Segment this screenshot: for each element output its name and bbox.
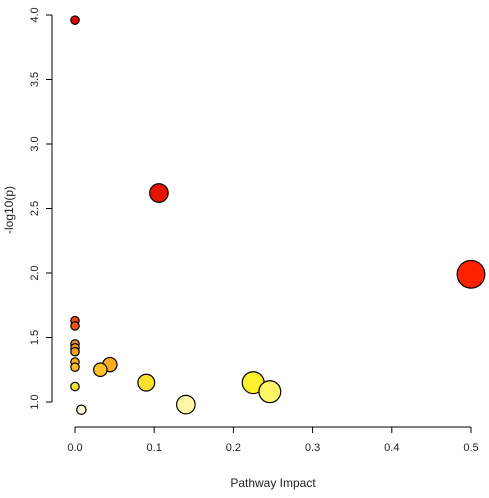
y-tick-label: 4.0: [29, 7, 41, 22]
data-point: [149, 183, 169, 203]
data-point: [70, 346, 80, 357]
x-tick-label: 0.5: [463, 442, 478, 454]
y-tick-label: 1.0: [29, 394, 41, 409]
data-point: [137, 373, 156, 392]
y-axis: 1.0 1.5 2.0 2.5 3.0 3.5 4.0: [29, 7, 53, 410]
x-tick-label: 0.2: [226, 442, 241, 454]
data-point: [93, 362, 108, 378]
data-point: [70, 381, 80, 392]
x-tick-label: 0.4: [384, 442, 399, 454]
y-tick-label: 1.5: [29, 330, 41, 345]
x-axis: 0.0 0.1 0.2 0.3 0.4 0.5: [67, 426, 479, 454]
x-tick-label: 0.0: [67, 442, 82, 454]
data-point: [70, 15, 80, 25]
data-point: [76, 404, 87, 415]
data-points: [70, 15, 486, 415]
data-point: [258, 380, 282, 404]
x-tick-label: 0.3: [305, 442, 320, 454]
data-point: [70, 362, 80, 372]
y-tick-label: 3.5: [29, 72, 41, 87]
y-tick-label: 3.0: [29, 136, 41, 151]
data-point: [456, 259, 486, 289]
x-tick-label: 0.1: [147, 442, 162, 454]
data-point: [176, 394, 196, 415]
y-axis-title: -log10(p): [2, 186, 16, 234]
y-tick-label: 2.0: [29, 265, 41, 280]
data-point: [70, 321, 80, 331]
x-axis-title: Pathway Impact: [230, 476, 316, 490]
y-tick-label: 2.5: [29, 201, 41, 216]
